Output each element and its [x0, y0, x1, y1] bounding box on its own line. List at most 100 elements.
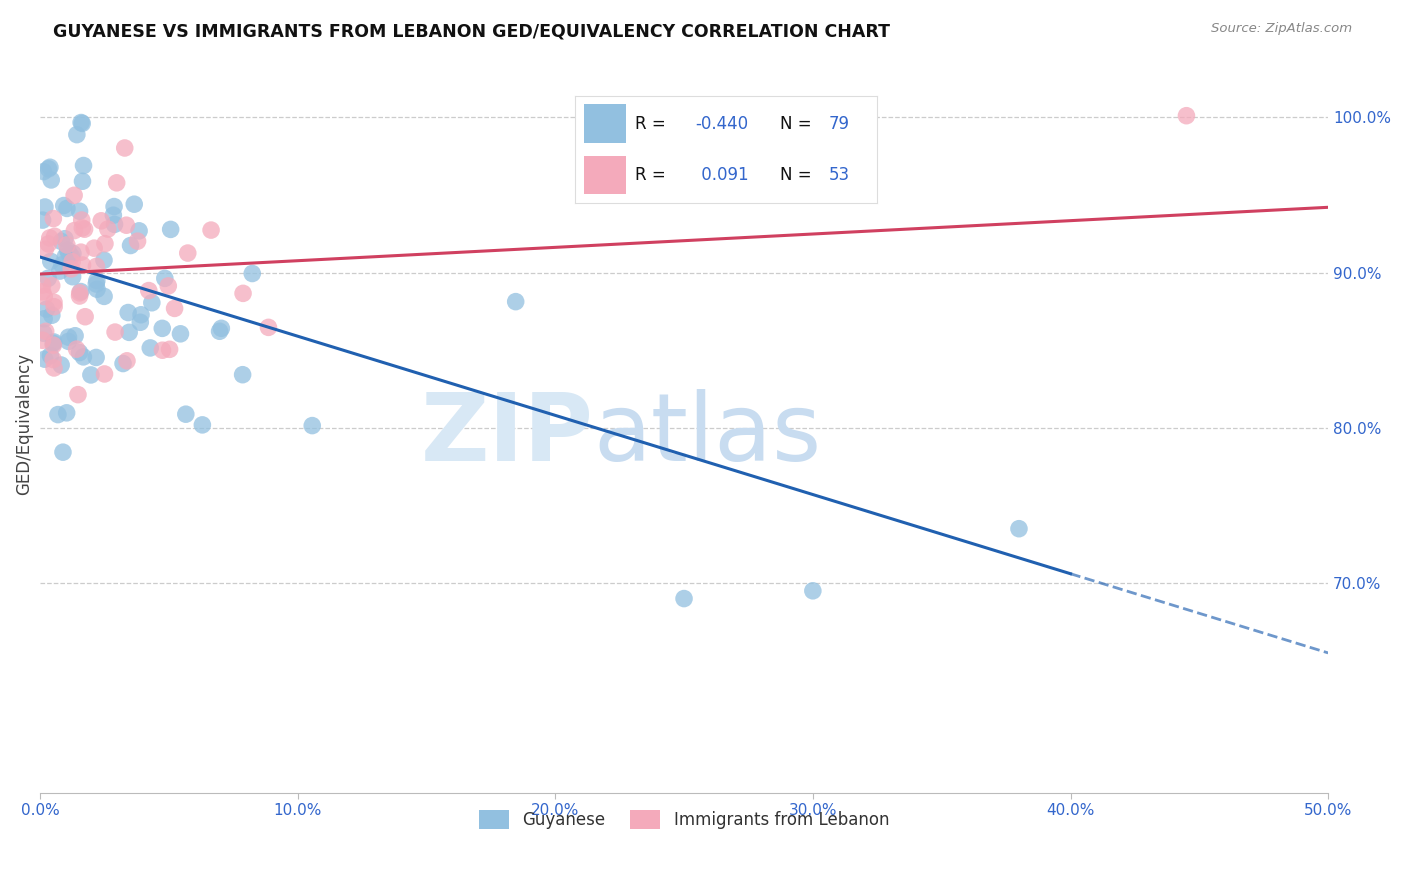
Legend: Guyanese, Immigrants from Lebanon: Guyanese, Immigrants from Lebanon: [472, 804, 896, 836]
Point: [52, 198, 75, 212]
Point: [32, 164, 55, 178]
Text: GUYANESE VS IMMIGRANTS FROM LEBANON GED/EQUIVALENCY CORRELATION CHART: GUYANESE VS IMMIGRANTS FROM LEBANON GED/…: [53, 22, 890, 40]
Point: [232, 368, 254, 382]
Point: [177, 246, 200, 260]
Point: [58, 334, 80, 349]
Point: [69, 285, 91, 300]
Point: [120, 238, 142, 252]
Point: [169, 326, 191, 341]
Point: [32, 326, 55, 341]
Point: [141, 295, 163, 310]
Point: [72, 159, 94, 173]
Point: [159, 222, 181, 236]
Text: atlas: atlas: [593, 389, 823, 481]
Point: [72, 258, 94, 272]
Point: [44, 229, 66, 244]
Point: [240, 267, 263, 281]
Point: [673, 591, 696, 606]
Point: [191, 417, 214, 432]
Point: [49, 358, 72, 372]
Point: [56, 238, 79, 252]
Point: [42, 211, 65, 226]
Point: [115, 218, 138, 232]
Text: Source: ZipAtlas.com: Source: ZipAtlas.com: [1212, 22, 1353, 36]
Point: [52, 445, 75, 459]
Point: [114, 141, 136, 155]
Point: [90, 214, 112, 228]
Point: [63, 224, 86, 238]
Point: [72, 350, 94, 364]
Point: [257, 320, 280, 334]
Point: [153, 271, 176, 285]
Point: [69, 285, 91, 299]
Point: [72, 221, 94, 235]
Point: [42, 360, 65, 375]
Point: [86, 274, 108, 288]
Point: [66, 387, 89, 401]
Point: [60, 254, 83, 268]
Point: [42, 336, 65, 351]
Point: [129, 315, 152, 329]
Point: [56, 244, 79, 258]
Point: [84, 351, 107, 365]
Point: [39, 254, 62, 268]
Point: [200, 223, 222, 237]
Point: [51, 258, 73, 272]
Point: [62, 246, 84, 260]
Point: [94, 236, 117, 251]
Point: [75, 310, 97, 324]
Point: [63, 188, 86, 202]
Point: [44, 300, 66, 314]
Point: [34, 243, 56, 257]
Point: [39, 173, 62, 187]
Point: [46, 408, 69, 422]
Point: [70, 115, 93, 129]
Point: [63, 328, 86, 343]
Point: [32, 289, 55, 303]
Point: [86, 260, 108, 274]
Point: [104, 325, 127, 339]
Point: [70, 116, 93, 130]
Point: [38, 231, 60, 245]
Point: [34, 352, 56, 367]
Point: [70, 213, 93, 227]
Point: [58, 330, 80, 344]
Y-axis label: GED/Equivalency: GED/Equivalency: [15, 353, 32, 495]
Point: [31, 285, 53, 299]
Point: [72, 174, 94, 188]
Point: [53, 250, 76, 264]
Point: [103, 218, 125, 232]
Point: [42, 295, 65, 310]
Point: [31, 213, 53, 227]
Point: [117, 305, 139, 319]
Point: [69, 204, 91, 219]
Point: [69, 345, 91, 359]
Point: [49, 264, 72, 278]
Point: [152, 343, 174, 358]
Text: ZIP: ZIP: [420, 389, 593, 481]
Point: [122, 197, 145, 211]
Point: [112, 357, 135, 371]
Point: [83, 241, 105, 255]
Point: [34, 324, 56, 338]
Point: [34, 200, 56, 214]
Point: [73, 222, 96, 236]
Point: [51, 235, 73, 249]
Point: [118, 326, 141, 340]
Point: [139, 341, 162, 355]
Point: [93, 253, 115, 268]
Point: [157, 279, 180, 293]
Point: [174, 407, 197, 421]
Point: [1008, 522, 1031, 536]
Point: [39, 161, 62, 175]
Point: [93, 289, 115, 303]
Point: [1175, 109, 1198, 123]
Point: [115, 354, 138, 368]
Point: [41, 278, 63, 293]
Point: [93, 367, 115, 381]
Point: [42, 338, 65, 352]
Point: [35, 302, 58, 317]
Point: [31, 277, 53, 292]
Point: [58, 246, 80, 260]
Point: [97, 222, 120, 236]
